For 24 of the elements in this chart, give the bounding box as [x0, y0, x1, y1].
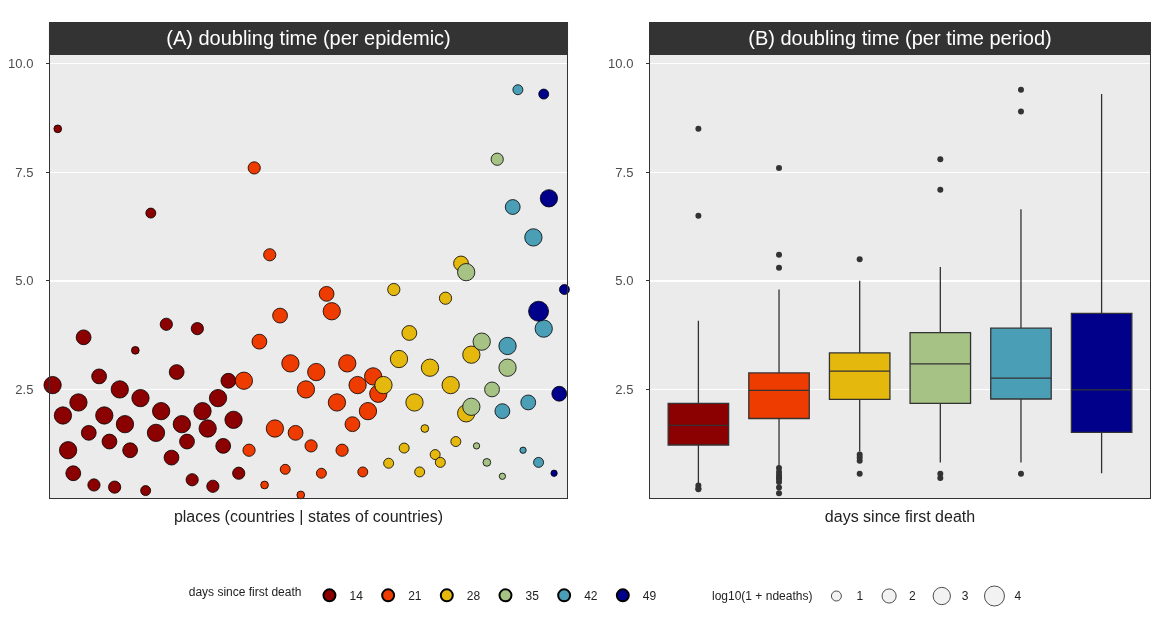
- y-tick-label: 2.5: [15, 381, 34, 397]
- legend-label: 28: [466, 589, 481, 604]
- y-tick-label: 5.0: [15, 273, 34, 289]
- legend-label: 4: [1014, 589, 1022, 603]
- legend-label: 2: [909, 589, 917, 603]
- legend-label: 14: [349, 589, 364, 604]
- chart-title: (B) doubling time (per time period): [748, 27, 1052, 49]
- legend-label: 49: [642, 589, 657, 604]
- x-axis-title: days since first death: [824, 507, 976, 525]
- text: log10(1 + ndeaths): [712, 589, 813, 603]
- y-tick-label: 7.5: [615, 164, 634, 180]
- legend-label: 1: [856, 589, 864, 603]
- legend-label: 35: [525, 589, 540, 604]
- y-tick-label: 7.5: [15, 164, 34, 180]
- legend-label: 42: [584, 589, 598, 604]
- chart-title: (A) doubling time (per epidemic): [166, 27, 451, 49]
- x-axis-title: places (countries | states of countries): [173, 507, 444, 525]
- y-tick-label: 10.0: [8, 56, 34, 72]
- y-tick-label: 10.0: [608, 56, 634, 72]
- legend-title: days since first death: [188, 585, 302, 600]
- y-tick-label: 2.5: [615, 381, 634, 397]
- legend-label: 3: [961, 589, 969, 603]
- y-tick-label: 5.0: [615, 273, 634, 289]
- legend-label: 21: [408, 589, 422, 604]
